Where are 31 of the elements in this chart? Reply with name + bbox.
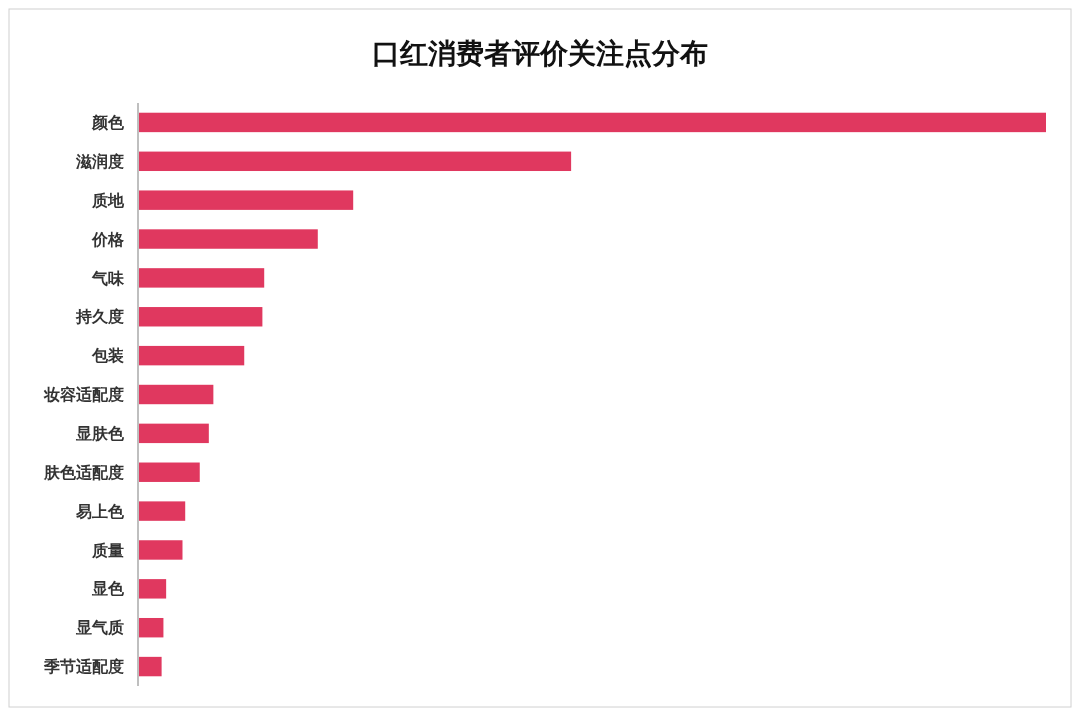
y-tick-label: 妆容适配度	[43, 385, 124, 405]
y-tick-label: 质量	[91, 540, 124, 560]
bar	[138, 229, 318, 249]
bar	[138, 268, 265, 288]
bar	[138, 345, 245, 366]
bar	[138, 501, 186, 521]
y-tick-label: 气味	[91, 268, 125, 288]
y-tick-label: 持久度	[75, 307, 124, 327]
bar	[138, 540, 183, 560]
bar	[138, 151, 572, 172]
y-tick-label: 显色	[91, 579, 125, 599]
y-tick-label: 包装	[91, 346, 124, 366]
bar	[138, 423, 209, 444]
bar	[138, 579, 167, 599]
y-tick-label: 滋润度	[75, 151, 124, 171]
y-tick-label: 易上色	[75, 501, 125, 521]
bar	[138, 462, 200, 482]
bar	[138, 112, 1046, 133]
y-tick-label: 价格	[91, 229, 125, 249]
bar	[138, 384, 214, 405]
bar	[138, 190, 354, 210]
bar	[138, 617, 164, 638]
bar	[138, 656, 162, 677]
bar	[138, 307, 263, 327]
y-tick-label: 肤色适配度	[43, 462, 124, 482]
chart-title: 口红消费者评价关注点分布	[372, 37, 708, 70]
y-tick-label: 显气质	[75, 618, 124, 638]
y-tick-label: 季节适配度	[43, 657, 124, 677]
y-tick-label: 显肤色	[75, 423, 125, 443]
y-tick-label: 质地	[91, 190, 125, 210]
y-tick-label: 颜色	[91, 113, 125, 133]
